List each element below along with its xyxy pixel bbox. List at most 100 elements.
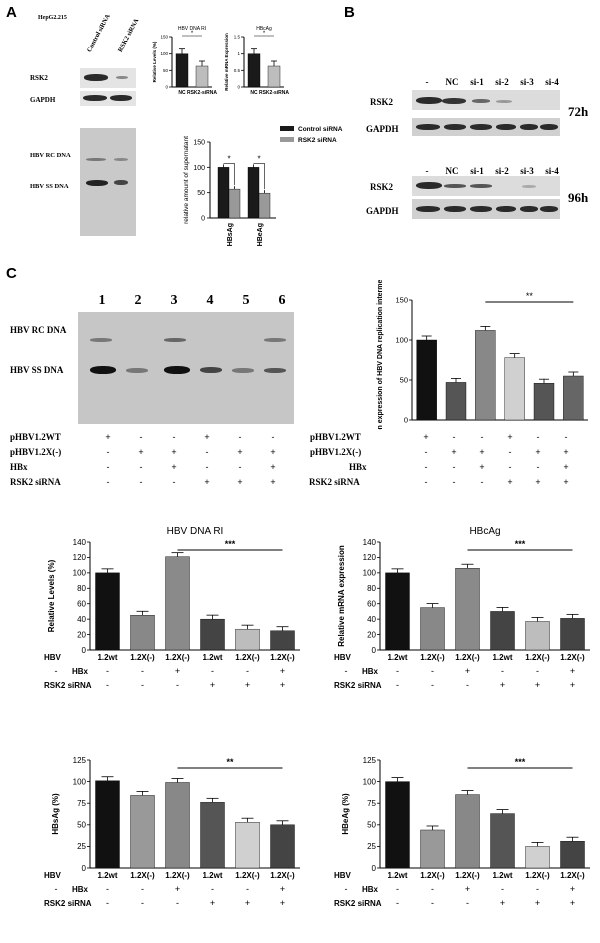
c-condition-table-left: pHBV1.2WT + - - + - - pHBV1.2X(-) - + + - + + HBx - - + - -… (0, 432, 300, 492)
y-axis-label: Relative mRNA expression (337, 545, 346, 647)
significance-mark: ** (526, 291, 534, 301)
condition-label: HBx (362, 885, 379, 894)
b-lane-label: NC (445, 77, 459, 87)
bar (247, 53, 261, 88)
b-lane-labels-96h: - NC si-1 si-2 si-3 si-4 (415, 166, 565, 178)
c-sign: - (536, 432, 540, 442)
x-tick-label: 1.2X(-) (525, 653, 550, 662)
x-tick-label: 1.2X(-) (270, 871, 295, 880)
legend-label: RSK2 siRNA (298, 137, 337, 144)
bar (270, 824, 295, 869)
c-rc-dna-label: HBV RC DNA (10, 325, 67, 335)
bar (525, 846, 550, 869)
b-lane-label: si-3 (520, 166, 534, 176)
c-lane-numbers: 1 2 3 4 5 6 (92, 293, 292, 309)
c-sign: + (270, 462, 276, 472)
condition-sign: - (176, 680, 179, 690)
c-ss-dna-label: HBV SS DNA (10, 365, 64, 375)
bar (200, 618, 225, 651)
condition-label: HBx (72, 667, 89, 676)
y-tick-label: 100 (363, 777, 377, 786)
c-row-label: HBx (10, 462, 28, 472)
c-sign: - (172, 477, 176, 487)
x-tick-label: RSK2-siRNA (187, 90, 217, 96)
x-tick-label: 1.2wt (387, 871, 407, 880)
legend-label: Control siRNA (298, 126, 343, 133)
y-tick-label: 100 (193, 165, 205, 172)
chart-c-hbeag: 0 25 50 75 100 125 HBeAg (%) 1.2wt 1.2X(-) 1.2X(-… (334, 756, 590, 908)
condition-label: HBV (334, 653, 352, 662)
c-sign: - (424, 477, 428, 487)
x-tick-label: NC (250, 90, 258, 96)
a-ss-dna-label: HBV SS DNA (30, 183, 69, 190)
c-sign: + (451, 447, 457, 457)
c-sign: - (452, 432, 456, 442)
c-sign: - (139, 462, 143, 472)
c-sign: - (106, 447, 110, 457)
a-rc-dna-label: HBV RC DNA (30, 152, 71, 159)
chart-title: HBV DNA RI (167, 526, 224, 537)
condition-sign: - (211, 666, 214, 676)
condition-sign: + (280, 680, 285, 690)
lane-label-control: Control siRNA (86, 13, 112, 54)
c-sign: - (172, 432, 176, 442)
lane-label-rsk2: RSK2 siRNA (117, 17, 141, 54)
condition-sign: - (396, 680, 399, 690)
c-sign: + (270, 447, 276, 457)
y-axis-label: Relative mRNA Expression (224, 33, 229, 91)
condition-sign: - (106, 898, 109, 908)
condition-sign: - (106, 666, 109, 676)
b-gapdh-blot-96 (412, 199, 560, 219)
condition-sign: + (280, 666, 285, 676)
legend-swatch (280, 137, 294, 142)
condition-sign: - (345, 884, 348, 894)
c-lane-number: 3 (170, 293, 178, 308)
y-tick-label: 20 (367, 630, 376, 639)
y-axis-label: Relative Levels (%) (152, 41, 157, 82)
x-tick-label: 1.2X(-) (235, 653, 260, 662)
y-tick-label: 50 (77, 821, 86, 830)
x-tick-label: 1.2X(-) (420, 871, 445, 880)
a-gapdh-row-label: GAPDH (30, 96, 56, 104)
c-lane-number: 1 (98, 293, 106, 308)
condition-label: RSK2 siRNA (334, 681, 382, 690)
b-time-72h: 72h (568, 104, 589, 119)
y-tick-label: 50 (163, 68, 169, 73)
condition-sign: + (570, 680, 575, 690)
c-row-label: pHBV1.2X(-) (310, 447, 362, 457)
c-sign: - (480, 477, 484, 487)
condition-sign: - (246, 884, 249, 894)
c-sign: + (507, 477, 513, 487)
x-tick-label: 1.2wt (492, 871, 512, 880)
y-tick-label: 60 (367, 600, 376, 609)
c-sign: - (508, 462, 512, 472)
y-tick-label: 120 (73, 553, 87, 562)
condition-sign: + (535, 898, 540, 908)
c-sign: + (171, 462, 177, 472)
condition-sign: + (570, 884, 575, 894)
chart-title: HBV DNA RI (178, 26, 206, 32)
y-tick-label: 0.5 (234, 68, 241, 73)
bar (385, 781, 410, 869)
chart-c-ri: 0 20 40 60 80 100 120 140 HBV DNA RI Relative Lev… (44, 526, 300, 690)
y-tick-label: 100 (73, 569, 87, 578)
condition-sign: - (106, 680, 109, 690)
x-tick-label: HBsAg (227, 223, 234, 246)
bar (217, 167, 230, 219)
y-tick-label: 120 (363, 553, 377, 562)
condition-sign: - (431, 898, 434, 908)
c-row-label: pHBV1.2WT (310, 432, 361, 442)
x-tick-label: 1.2X(-) (130, 653, 155, 662)
condition-sign: + (500, 680, 505, 690)
y-tick-label: 150 (395, 296, 408, 305)
y-tick-label: 0 (82, 864, 87, 873)
condition-sign: + (175, 666, 180, 676)
condition-label: HBV (44, 871, 62, 880)
condition-sign: + (570, 666, 575, 676)
bar (560, 841, 585, 869)
condition-sign: + (245, 680, 250, 690)
bar (228, 188, 241, 219)
b-lane-label: si-1 (470, 77, 484, 87)
panel-c-letter: C (6, 265, 17, 282)
significance-mark: *** (515, 539, 526, 549)
